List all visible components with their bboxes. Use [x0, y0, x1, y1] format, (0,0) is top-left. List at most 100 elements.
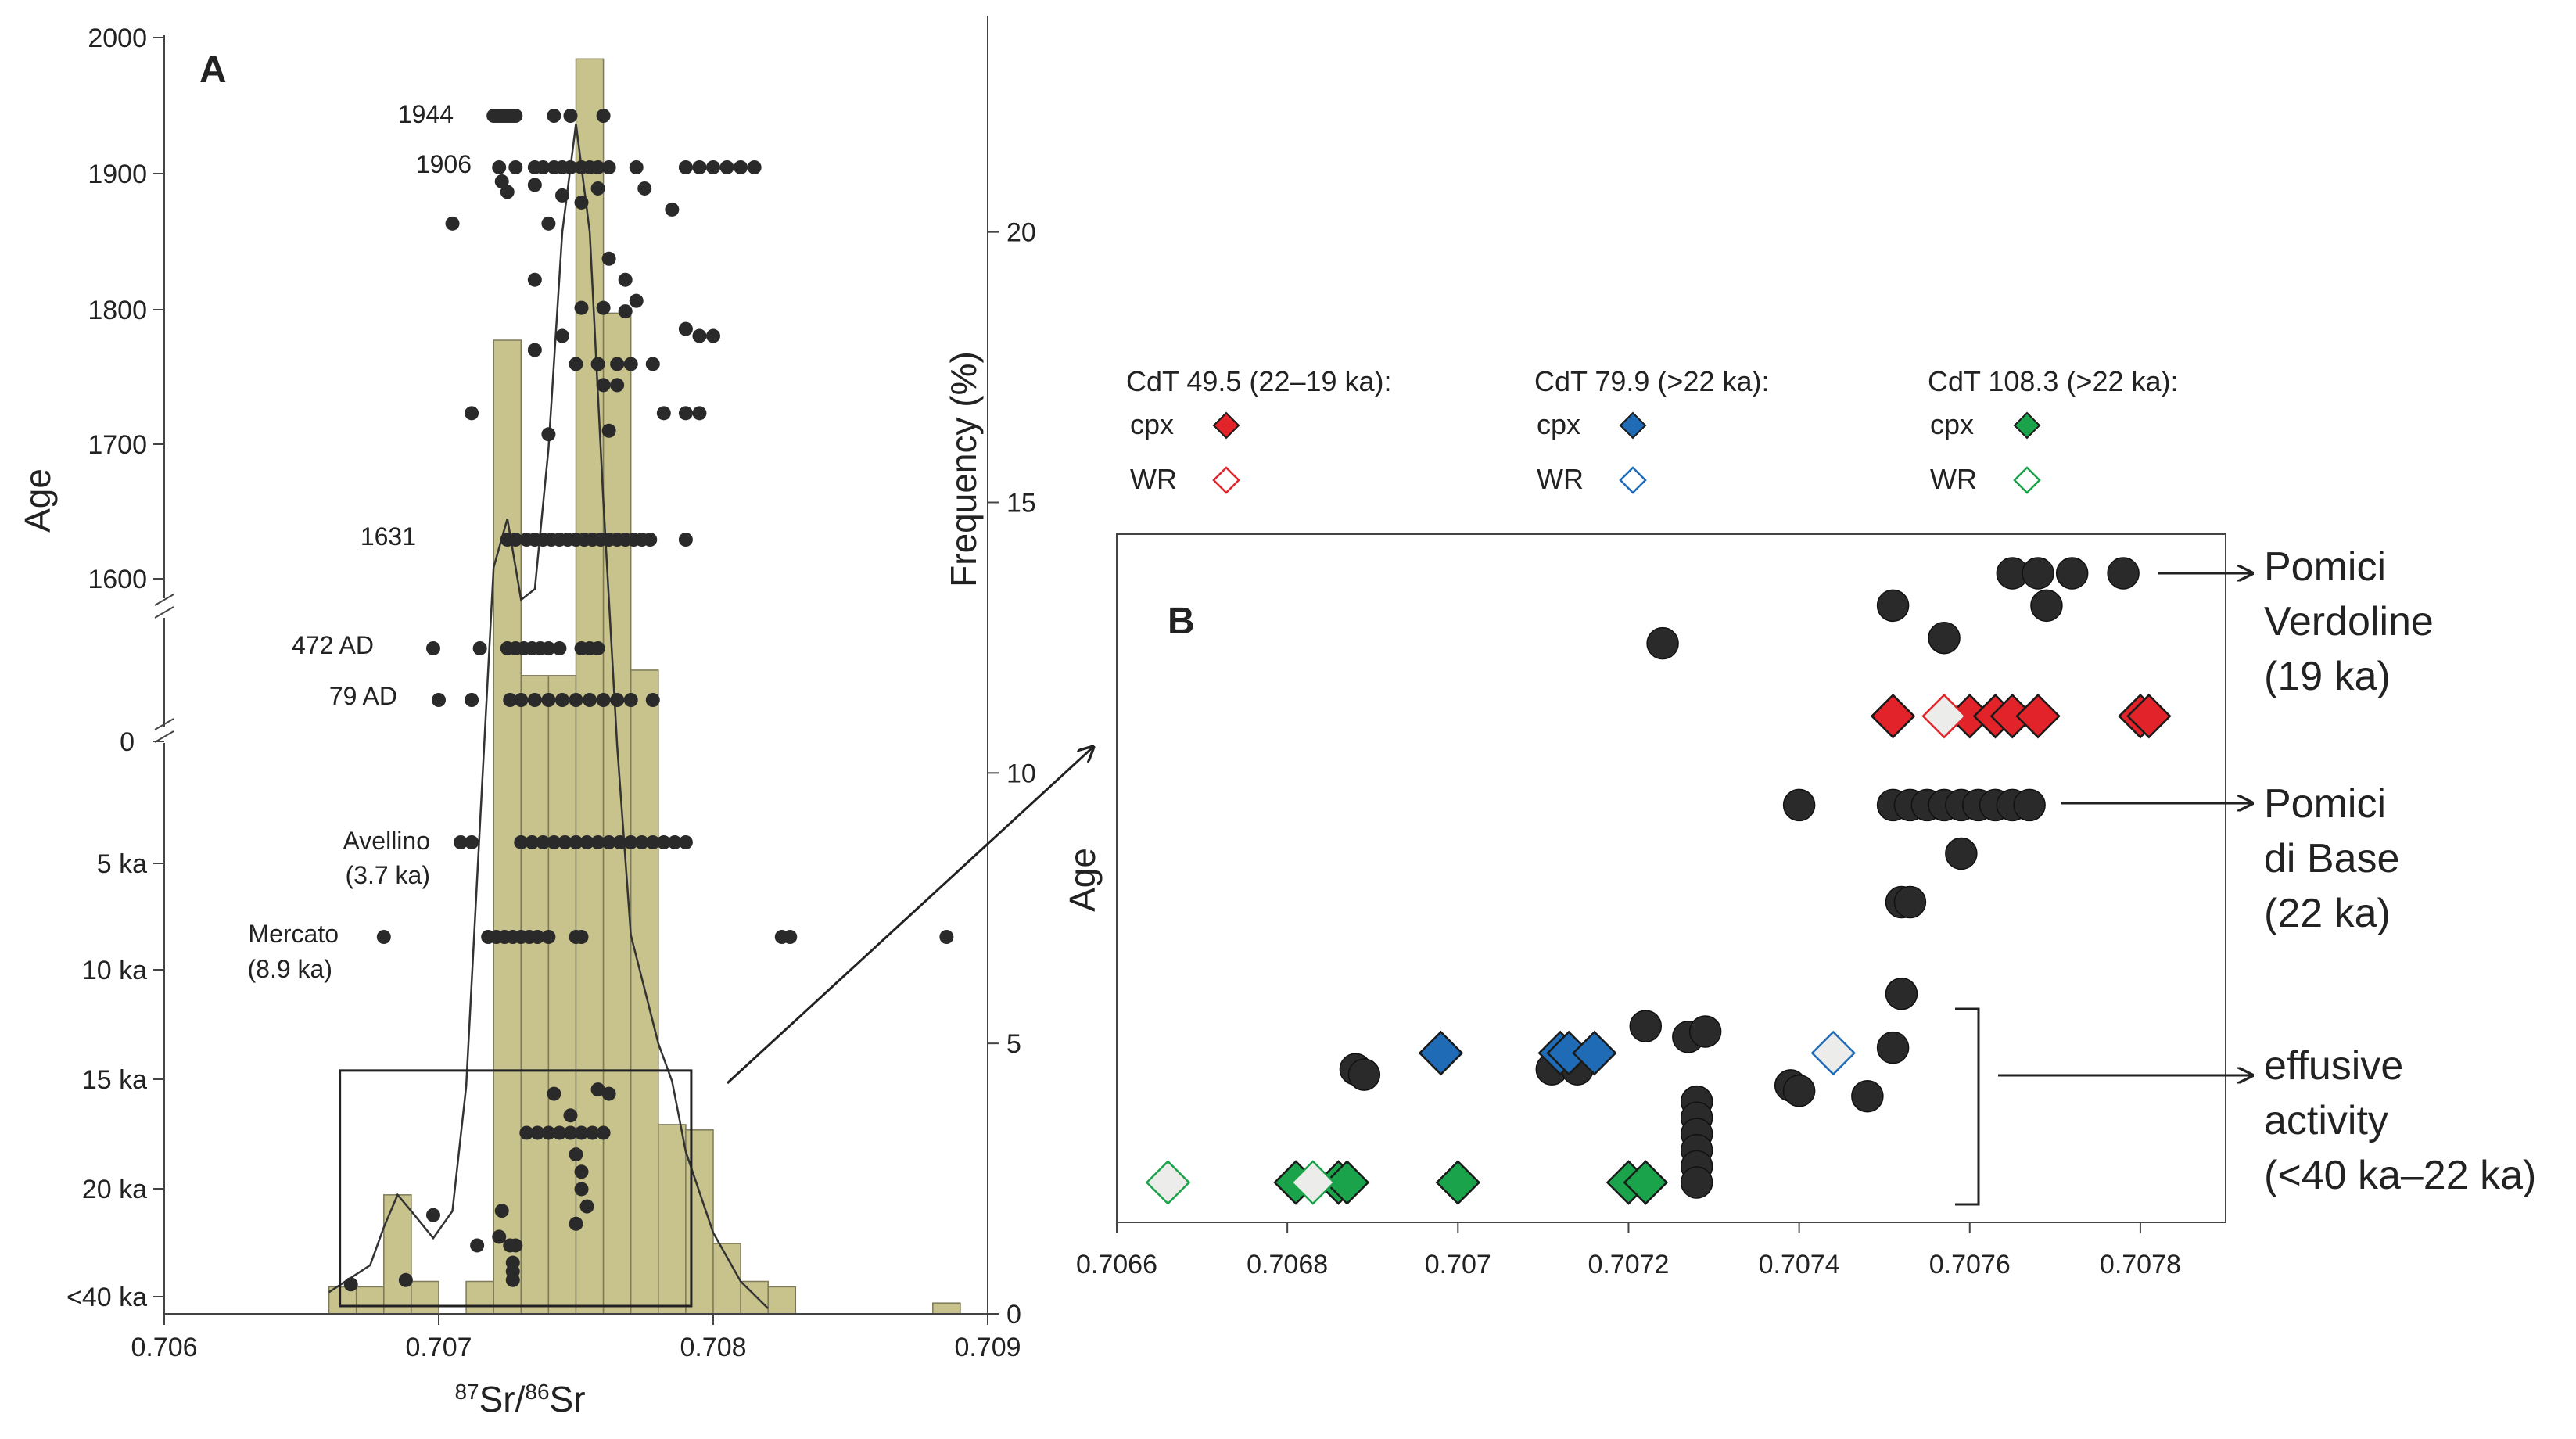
b-y-axis-title: Age	[1062, 848, 1103, 912]
b-effusive-bracket	[1955, 1007, 1980, 1206]
a-point-32	[527, 178, 542, 192]
a-point-64	[601, 423, 616, 438]
a-point-97	[465, 693, 479, 707]
a-point-104	[583, 693, 597, 707]
label-1944: 1944	[398, 100, 454, 128]
a-point-142	[590, 1082, 605, 1097]
a-point-46	[618, 304, 633, 319]
a-point-39	[574, 195, 589, 210]
a-x-tick-0: 0.706	[131, 1333, 197, 1362]
histogram-bar-13	[712, 1243, 741, 1315]
b-point-27	[1347, 1058, 1381, 1091]
kde-curve	[328, 124, 770, 1309]
a-frequency-axis-title: Frequency (%)	[943, 351, 984, 587]
a-point-149	[563, 1125, 578, 1140]
a-point-9	[547, 109, 561, 123]
a-x-axis-title: 87Sr/86Sr	[454, 1379, 585, 1419]
a-point-114	[547, 835, 561, 849]
a-point-148	[552, 1125, 567, 1140]
legend-wr-marker-blue	[1619, 466, 1647, 494]
b-point-1	[2022, 557, 2054, 590]
a-point-111	[514, 835, 529, 849]
a-point-82	[643, 533, 658, 547]
b-point-24	[1688, 1015, 1722, 1048]
a-point-45	[596, 300, 611, 315]
a-point-140	[939, 930, 954, 944]
ann-effusive-2: activity	[2264, 1098, 2388, 1143]
a-point-57	[596, 378, 611, 393]
b-plot-frame	[1116, 533, 2226, 1223]
label-1906: 1906	[416, 150, 472, 178]
legend-cdt108-cpx: cpx	[1930, 408, 1974, 440]
b-wr-green-3	[1290, 1160, 1336, 1205]
b-cpx-red-4	[2015, 693, 2061, 739]
histogram-bar-1	[355, 1286, 385, 1315]
legend-cdt108-title: CdT 108.3 (>22 ka):	[1928, 365, 2179, 397]
a-point-153	[569, 1147, 583, 1162]
a-point-159	[569, 1216, 583, 1231]
a-point-62	[692, 406, 707, 421]
a-freq-tick-2: 10	[1006, 759, 1036, 788]
ann-verdoline-1: Pomici	[2264, 544, 2386, 590]
a-point-42	[618, 272, 633, 287]
a-age-tick-1800: 1800	[88, 296, 147, 325]
a-point-147	[541, 1125, 556, 1140]
a-point-55	[623, 357, 638, 371]
a-point-52	[569, 357, 583, 371]
histogram-bar-16	[932, 1302, 961, 1315]
a-y-axis-title: Age	[17, 468, 58, 533]
b-point-8	[1782, 788, 1816, 822]
b-x-tick-0: 0.7066	[1076, 1250, 1157, 1279]
histogram-bar-8	[575, 58, 605, 1315]
a-point-21	[590, 160, 605, 174]
a-point-38	[541, 216, 556, 231]
a-point-121	[623, 835, 638, 849]
legend-cdt49-title: CdT 49.5 (22–19 ka):	[1126, 365, 1392, 397]
a-point-56	[645, 357, 660, 371]
a-point-15	[536, 160, 551, 174]
a-point-25	[692, 160, 707, 174]
a-point-49	[706, 328, 720, 343]
b-point-22	[1629, 1010, 1663, 1042]
a-point-155	[574, 1182, 589, 1197]
b-cpx-green-16	[1623, 1160, 1669, 1205]
a-point-122	[634, 835, 649, 849]
a-point-54	[610, 357, 625, 371]
a-x-tick-3: 0.709	[954, 1333, 1021, 1362]
a-point-43	[629, 293, 644, 308]
a-point-134	[530, 930, 545, 944]
legend-cdt79-wr: WR	[1537, 463, 1584, 495]
a-point-34	[590, 181, 605, 196]
a-zoom-box	[339, 1069, 693, 1308]
a-point-33	[554, 188, 569, 203]
a-point-58	[610, 378, 625, 393]
a-point-103	[569, 693, 583, 707]
b-cpx-points	[1273, 693, 2172, 1205]
label-79ad: 79 AD	[329, 682, 397, 710]
a-freq-tick-0: 0	[1006, 1300, 1021, 1330]
label-mercato: Mercato	[248, 920, 339, 948]
a-age-tick-20ka: 20 ka	[82, 1175, 147, 1204]
b-point-5	[1876, 589, 1910, 623]
b-cpx-blue-10	[1572, 1030, 1617, 1076]
a-age-axis: 2000 1900 1800 1700 1600 0 5 ka 10 ka 15…	[66, 23, 164, 1312]
legend-wr-marker-green	[2013, 466, 2041, 494]
b-point-21	[1885, 977, 1918, 1010]
legend-cdt79-title: CdT 79.9 (>22 ka):	[1534, 365, 1770, 397]
b-legend-markers	[1212, 411, 2041, 494]
a-point-160	[470, 1238, 485, 1253]
legend-cpx-marker-red	[1212, 411, 1240, 440]
histogram-bar-9	[602, 312, 632, 1315]
a-point-112	[525, 835, 540, 849]
b-x-tick-5: 0.7076	[1929, 1250, 2011, 1279]
a-point-85	[472, 641, 487, 655]
label-1631: 1631	[361, 522, 416, 551]
a-point-37	[445, 216, 460, 231]
a-point-23	[629, 160, 644, 174]
ann-effusive-3: (<40 ka–22 ka)	[2264, 1153, 2536, 1198]
x-title-iso1: 87	[454, 1380, 479, 1404]
a-point-99	[514, 693, 529, 707]
histogram-bar-15	[767, 1286, 797, 1315]
label-mercato-age: (8.9 ka)	[248, 955, 332, 983]
